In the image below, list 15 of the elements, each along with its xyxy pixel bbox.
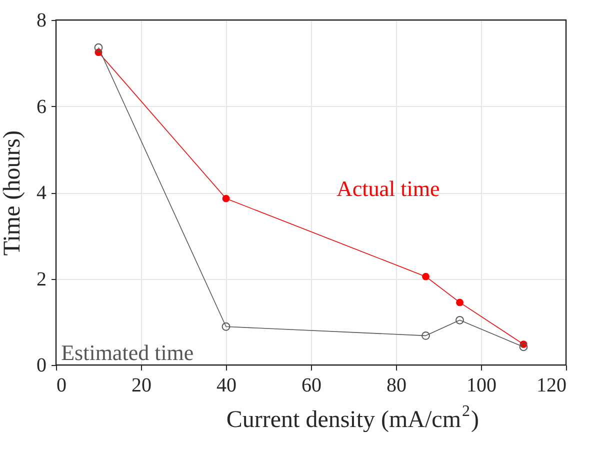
x-tick-label: 0 bbox=[56, 374, 66, 396]
series-label: Actual time bbox=[336, 176, 440, 202]
x-tick-label: 60 bbox=[302, 374, 322, 396]
series-label: Estimated time bbox=[61, 340, 194, 365]
y-tick-label: 2 bbox=[36, 268, 46, 290]
x-tick-label: 100 bbox=[466, 374, 496, 396]
y-tick-label: 0 bbox=[36, 354, 46, 376]
y-tick-label: 6 bbox=[36, 96, 46, 118]
x-tick-label: 80 bbox=[386, 374, 406, 396]
y-tick-label: 8 bbox=[36, 10, 46, 32]
y-axis-title: Time (hours) bbox=[0, 130, 26, 256]
x-tick-label: 120 bbox=[536, 374, 566, 396]
y-tick-label: 4 bbox=[36, 182, 46, 204]
x-tick-label: 40 bbox=[216, 374, 236, 396]
x-tick-label: 20 bbox=[132, 374, 152, 396]
